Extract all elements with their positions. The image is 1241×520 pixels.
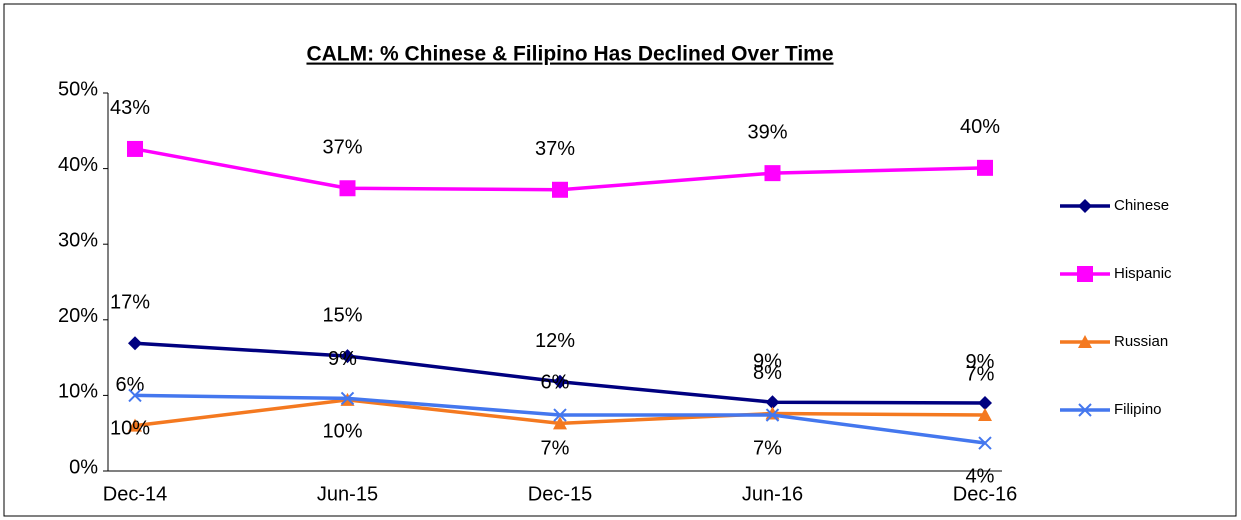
- marker: [764, 165, 781, 182]
- marker: [339, 180, 356, 197]
- data-label: 8%: [753, 362, 782, 384]
- legend-label: Russian: [1114, 333, 1168, 350]
- x-tick-label: Jun-15: [317, 483, 378, 505]
- data-label: 10%: [322, 421, 362, 443]
- data-label: 7%: [753, 437, 782, 459]
- y-tick-label: 0%: [69, 456, 98, 478]
- data-label: 9%: [328, 348, 357, 370]
- chart-title: CALM: % Chinese & Filipino Has Declined …: [306, 43, 833, 66]
- x-tick-label: Dec-14: [103, 483, 167, 505]
- data-label: 6%: [116, 374, 145, 396]
- marker: [1078, 403, 1092, 417]
- legend-label: Filipino: [1114, 401, 1162, 418]
- data-label: 37%: [535, 138, 575, 160]
- chart-border: [3, 3, 1237, 517]
- marker: [765, 408, 780, 422]
- marker: [1078, 199, 1092, 213]
- y-tick-label: 20%: [58, 305, 98, 327]
- marker: [1078, 335, 1092, 348]
- marker: [127, 140, 143, 157]
- marker: [552, 181, 568, 198]
- marker: [1077, 266, 1093, 282]
- marker: [340, 349, 355, 364]
- legend-label: Hispanic: [1114, 265, 1172, 282]
- data-label: 4%: [966, 465, 995, 487]
- marker: [553, 416, 567, 430]
- marker: [128, 336, 142, 351]
- marker: [978, 408, 992, 422]
- y-tick-label: 30%: [58, 229, 98, 251]
- marker: [978, 436, 992, 450]
- data-label: 6%: [541, 372, 570, 394]
- marker: [553, 374, 567, 389]
- y-tick-label: 10%: [58, 381, 98, 403]
- data-label: 9%: [966, 351, 995, 373]
- data-label: 40%: [960, 116, 1000, 138]
- marker: [128, 418, 142, 432]
- x-tick-label: Dec-15: [528, 483, 592, 505]
- data-label: 7%: [541, 437, 570, 459]
- marker: [340, 391, 355, 406]
- data-label: 9%: [753, 350, 782, 372]
- data-label: 43%: [110, 97, 150, 119]
- marker: [978, 395, 992, 410]
- data-label: 12%: [535, 330, 575, 352]
- legend-label: Chinese: [1114, 197, 1169, 214]
- y-tick-label: 50%: [58, 78, 98, 100]
- data-label: 10%: [110, 418, 150, 440]
- data-label: 17%: [110, 292, 150, 314]
- x-tick-label: Dec-16: [953, 483, 1017, 505]
- data-label: 39%: [747, 121, 787, 143]
- marker: [553, 408, 567, 422]
- y-tick-label: 40%: [58, 154, 98, 176]
- data-label: 7%: [966, 363, 995, 385]
- data-label: 15%: [322, 304, 362, 326]
- marker: [977, 159, 993, 176]
- marker: [128, 388, 142, 403]
- data-label: 37%: [322, 137, 362, 159]
- marker: [765, 395, 780, 410]
- x-tick-label: Jun-16: [742, 483, 803, 505]
